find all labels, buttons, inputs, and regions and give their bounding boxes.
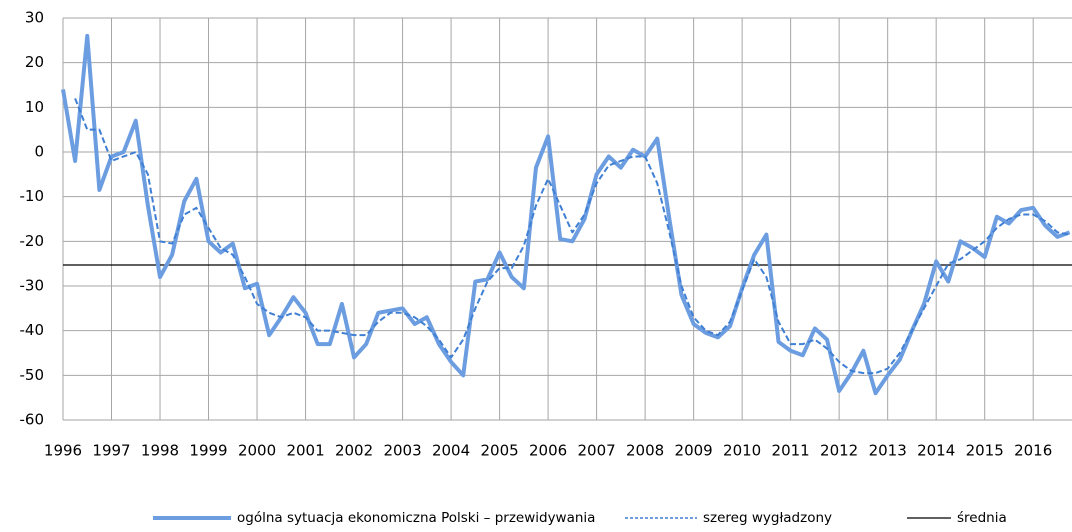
y-tick-label: -30	[20, 277, 45, 295]
y-tick-label: -40	[20, 321, 45, 339]
x-tick-label: 2005	[480, 442, 518, 460]
y-tick-label: -60	[20, 411, 45, 429]
y-tick-label: 20	[25, 53, 44, 71]
y-tick-label: -50	[20, 366, 45, 384]
x-tick-label: 2006	[529, 442, 567, 460]
x-tick-label: 2001	[286, 442, 324, 460]
x-tick-label: 2007	[578, 442, 616, 460]
x-tick-label: 2011	[772, 442, 810, 460]
x-tick-label: 1997	[92, 442, 130, 460]
y-tick-label: 30	[25, 9, 44, 27]
x-tick-label: 2008	[626, 442, 664, 460]
x-tick-label: 1996	[44, 442, 82, 460]
x-tick-label: 2003	[383, 442, 421, 460]
y-tick-label: 10	[25, 98, 44, 116]
y-tick-label: -20	[20, 232, 45, 250]
x-tick-label: 2015	[966, 442, 1004, 460]
x-tick-label: 2009	[675, 442, 713, 460]
y-tick-label: -10	[20, 187, 45, 205]
x-tick-label: 2010	[723, 442, 761, 460]
x-tick-label: 2014	[917, 442, 955, 460]
x-tick-label: 2004	[432, 442, 470, 460]
legend-label: ogólna sytuacja ekonomiczna Polski – prz…	[237, 510, 595, 526]
series-line	[74, 98, 1070, 375]
x-tick-label: 1998	[141, 442, 179, 460]
y-tick-label: 0	[34, 143, 44, 161]
x-tick-label: 2002	[335, 442, 373, 460]
legend-label: szereg wygładzony	[703, 510, 832, 526]
x-tick-label: 2000	[238, 442, 276, 460]
series-line	[61, 33, 1071, 396]
x-tick-label: 2016	[1014, 442, 1052, 460]
x-tick-label: 1999	[189, 442, 227, 460]
x-tick-label: 2013	[869, 442, 907, 460]
x-tick-label: 2012	[820, 442, 858, 460]
legend-label: średnia	[957, 510, 1007, 526]
